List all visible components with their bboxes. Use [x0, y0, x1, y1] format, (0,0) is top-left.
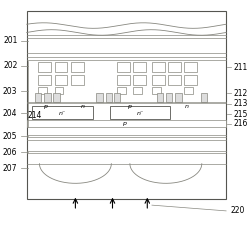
Bar	[184, 88, 193, 94]
Bar	[152, 88, 161, 94]
Bar	[152, 62, 165, 72]
Bar	[200, 93, 207, 102]
Bar	[38, 88, 47, 94]
Text: p: p	[43, 104, 47, 109]
Text: 206: 206	[3, 148, 18, 157]
Text: 212: 212	[233, 89, 247, 98]
Bar	[133, 88, 142, 94]
Bar	[166, 93, 172, 102]
Text: 202: 202	[3, 61, 18, 70]
Text: 204: 204	[3, 109, 18, 117]
Text: 220: 220	[231, 206, 245, 215]
Bar	[184, 75, 197, 85]
Bar	[117, 75, 130, 85]
Text: 203: 203	[3, 87, 18, 96]
Bar	[54, 62, 67, 72]
Bar	[53, 93, 60, 102]
Text: 201: 201	[3, 36, 18, 45]
Bar	[168, 75, 181, 85]
Text: n⁻: n⁻	[137, 110, 144, 116]
Bar	[117, 88, 126, 94]
Text: p: p	[122, 121, 126, 126]
Bar	[152, 75, 165, 85]
Bar	[32, 106, 93, 120]
Text: 216: 216	[233, 119, 248, 128]
Text: 205: 205	[3, 132, 18, 140]
Bar	[35, 93, 41, 102]
Bar	[117, 62, 130, 72]
Bar	[71, 75, 84, 85]
Bar	[71, 62, 84, 72]
Text: n: n	[80, 104, 84, 109]
Text: n: n	[185, 104, 189, 109]
Text: 214: 214	[28, 111, 42, 120]
Bar	[110, 106, 170, 120]
Bar	[114, 93, 120, 102]
Bar	[184, 62, 197, 72]
Bar	[44, 93, 51, 102]
Bar	[27, 10, 226, 199]
Bar	[133, 75, 146, 85]
Text: 207: 207	[3, 164, 18, 173]
Text: p: p	[127, 104, 131, 109]
Text: 213: 213	[233, 99, 248, 108]
Bar	[54, 88, 63, 94]
Bar	[133, 62, 146, 72]
Bar	[168, 62, 181, 72]
Bar	[54, 75, 67, 85]
Bar	[38, 62, 51, 72]
Bar	[106, 93, 112, 102]
Bar	[96, 93, 103, 102]
Bar	[175, 93, 182, 102]
Bar	[38, 75, 51, 85]
Text: 215: 215	[233, 110, 248, 119]
Text: 211: 211	[233, 62, 247, 72]
Text: n⁻: n⁻	[59, 110, 66, 116]
Bar	[156, 93, 163, 102]
Bar	[27, 120, 226, 127]
